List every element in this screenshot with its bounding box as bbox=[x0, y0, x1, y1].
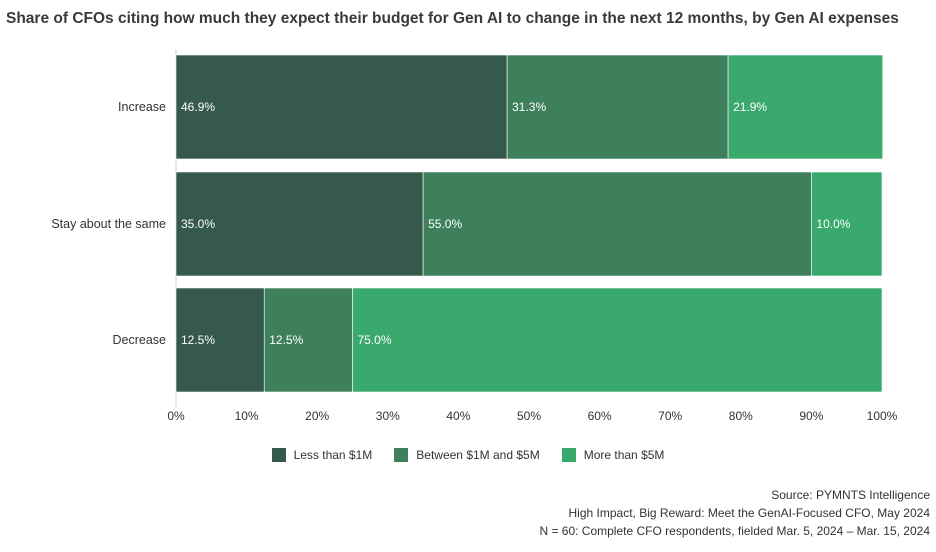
bar-segment bbox=[811, 171, 883, 277]
x-tick-label: 60% bbox=[588, 409, 612, 423]
data-label: 12.5% bbox=[181, 333, 215, 347]
source-note: Source: PYMNTS Intelligence High Impact,… bbox=[539, 486, 930, 540]
chart-title: Share of CFOs citing how much they expec… bbox=[6, 10, 899, 27]
chart-legend: Less than $1M Between $1M and $5M More t… bbox=[0, 448, 936, 462]
legend-swatch-more-than-5m bbox=[561, 448, 576, 462]
x-tick-label: 40% bbox=[446, 409, 470, 423]
data-label: 21.9% bbox=[733, 100, 767, 114]
data-label: 55.0% bbox=[428, 217, 462, 231]
legend-swatch-between-1m-5m bbox=[394, 448, 409, 462]
x-tick-label: 50% bbox=[517, 409, 541, 423]
bar-segment bbox=[727, 54, 884, 160]
x-tick-label: 100% bbox=[867, 409, 898, 423]
legend-label-between-1m-5m: Between $1M and $5M bbox=[416, 448, 540, 462]
x-tick-label: 70% bbox=[658, 409, 682, 423]
bar-segment bbox=[263, 287, 353, 393]
data-label: 10.0% bbox=[816, 217, 850, 231]
bar-segment bbox=[506, 54, 729, 160]
bar-segment bbox=[175, 171, 424, 277]
x-tick-label: 0% bbox=[167, 409, 185, 423]
data-label: 12.5% bbox=[269, 333, 303, 347]
legend-item-between-1m-5m: Between $1M and $5M bbox=[394, 448, 540, 462]
x-tick-label: 10% bbox=[235, 409, 259, 423]
bar-segment bbox=[352, 287, 883, 393]
legend-label-less-than-1m: Less than $1M bbox=[293, 448, 373, 462]
x-tick-label: 30% bbox=[376, 409, 400, 423]
category-label: Stay about the same bbox=[51, 217, 166, 231]
data-label: 75.0% bbox=[358, 333, 392, 347]
x-tick-label: 90% bbox=[799, 409, 823, 423]
legend-swatch-less-than-1m bbox=[271, 448, 286, 462]
x-tick-label: 20% bbox=[305, 409, 329, 423]
data-label: 31.3% bbox=[512, 100, 546, 114]
source-line: Source: PYMNTS Intelligence bbox=[771, 488, 930, 502]
category-label: Increase bbox=[118, 100, 166, 114]
sample-note-line: N = 60: Complete CFO respondents, fielde… bbox=[539, 524, 930, 538]
legend-item-less-than-1m: Less than $1M bbox=[271, 448, 373, 462]
data-label: 46.9% bbox=[181, 100, 215, 114]
stacked-bar-chart: Increase 46.9% 31.3% 21.9% Stay about the sa… bbox=[51, 50, 898, 423]
legend-item-more-than-5m: More than $5M bbox=[561, 448, 665, 462]
category-label: Decrease bbox=[113, 333, 167, 347]
bar-segment bbox=[175, 54, 508, 160]
report-title-line: High Impact, Big Reward: Meet the GenAI-… bbox=[568, 506, 931, 520]
legend-label-more-than-5m: More than $5M bbox=[583, 448, 665, 462]
data-label: 35.0% bbox=[181, 217, 215, 231]
bar-segment bbox=[175, 287, 265, 393]
x-tick-label: 80% bbox=[729, 409, 753, 423]
bar-segment bbox=[422, 171, 812, 277]
